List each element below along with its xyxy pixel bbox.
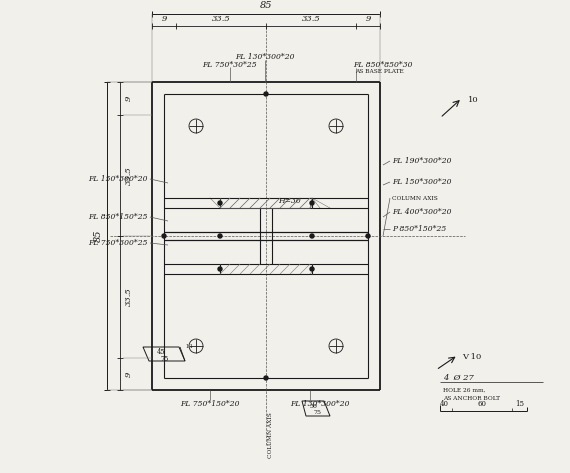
Text: P 850*150*25: P 850*150*25 — [392, 225, 446, 233]
Text: 15: 15 — [515, 400, 524, 408]
Text: HOLE 26 mm,: HOLE 26 mm, — [443, 387, 486, 393]
Circle shape — [218, 267, 222, 271]
Text: 33.5: 33.5 — [125, 288, 133, 307]
Text: 45: 45 — [157, 348, 165, 356]
Text: FL 850*150*25: FL 850*150*25 — [88, 213, 148, 221]
Text: FL 850*850*30: FL 850*850*30 — [353, 61, 413, 69]
Text: 33.5: 33.5 — [211, 15, 230, 23]
Text: 9: 9 — [161, 15, 167, 23]
Text: H=30: H=30 — [278, 197, 301, 205]
Text: 85: 85 — [93, 230, 103, 242]
Text: V 10: V 10 — [462, 353, 481, 361]
Text: 9: 9 — [365, 15, 370, 23]
Text: FL 750*150*20: FL 750*150*20 — [180, 400, 240, 408]
Circle shape — [264, 376, 268, 380]
Text: FL 150*300*20: FL 150*300*20 — [88, 175, 148, 183]
Text: 1:1: 1:1 — [185, 344, 193, 350]
Text: FL 130*300*20: FL 130*300*20 — [235, 53, 295, 61]
Text: FL 150*300*20: FL 150*300*20 — [392, 178, 451, 186]
Text: 10: 10 — [468, 96, 479, 104]
Text: FL 130*300*20: FL 130*300*20 — [290, 400, 350, 408]
Circle shape — [218, 201, 222, 205]
Circle shape — [264, 92, 268, 96]
Text: 9: 9 — [125, 371, 133, 377]
Text: COLUMN AXIS: COLUMN AXIS — [392, 195, 438, 201]
Text: 30: 30 — [309, 403, 317, 409]
Text: 9: 9 — [125, 96, 133, 101]
Text: COLUMN AXIS: COLUMN AXIS — [267, 412, 272, 458]
Circle shape — [310, 267, 314, 271]
Text: FL 190*300*20: FL 190*300*20 — [392, 157, 451, 165]
Text: AS BASE PLATE: AS BASE PLATE — [355, 70, 404, 75]
Text: AS ANCHOR BOLT: AS ANCHOR BOLT — [443, 395, 500, 401]
Text: 40: 40 — [439, 400, 449, 408]
Text: 75: 75 — [161, 355, 169, 363]
Text: FL 400*300*20: FL 400*300*20 — [392, 208, 451, 216]
Circle shape — [310, 201, 314, 205]
Circle shape — [366, 234, 370, 238]
Text: 33.5: 33.5 — [302, 15, 320, 23]
Circle shape — [310, 234, 314, 238]
Text: 4  Ø 27: 4 Ø 27 — [443, 374, 474, 382]
Circle shape — [162, 234, 166, 238]
Circle shape — [218, 234, 222, 238]
Text: FL 750*30*25: FL 750*30*25 — [202, 61, 256, 69]
Text: FL 750*300*25: FL 750*300*25 — [88, 239, 148, 247]
Text: 75: 75 — [313, 411, 321, 415]
Text: 33.5: 33.5 — [125, 166, 133, 185]
Text: 60: 60 — [478, 400, 487, 408]
Text: 85: 85 — [260, 1, 272, 10]
